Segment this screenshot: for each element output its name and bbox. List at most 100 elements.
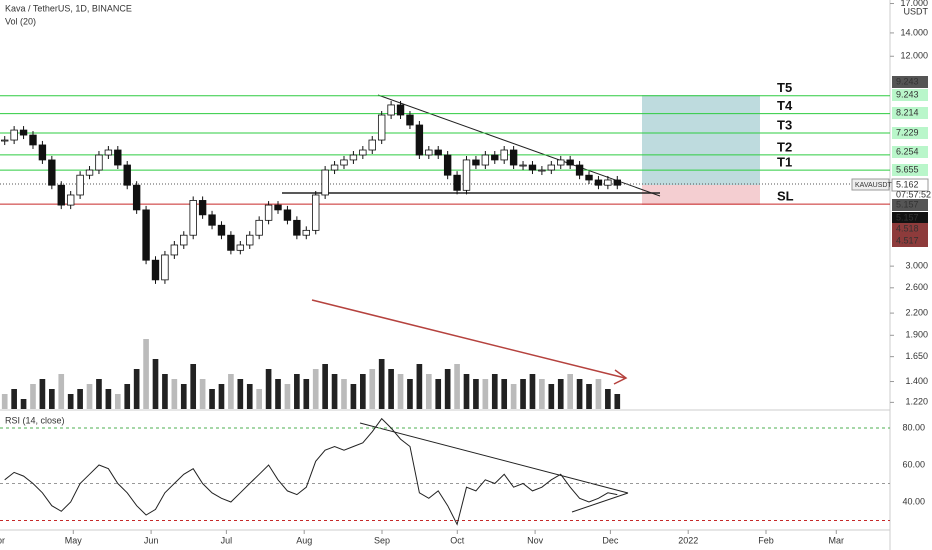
volume-bar [20, 399, 27, 409]
candle [443, 154, 452, 176]
candle [10, 129, 18, 141]
candle [227, 234, 235, 251]
volume-bar [510, 384, 517, 409]
volume-bar [416, 364, 423, 409]
price-tag-bg [892, 223, 928, 235]
price-tag: 6.254 [896, 146, 919, 156]
volume-bar [435, 379, 442, 409]
volume-bar [520, 379, 526, 409]
volume-bar [105, 389, 112, 409]
x-tick-label: Oct [450, 535, 465, 545]
candle [161, 254, 169, 281]
candle [453, 174, 461, 191]
candle [434, 149, 442, 156]
volume-bar [180, 384, 187, 409]
candle [557, 159, 565, 166]
candle [142, 209, 150, 261]
volume-bar [501, 379, 508, 409]
currency: USDT [904, 6, 929, 16]
candle [283, 209, 292, 221]
candle [481, 154, 490, 166]
candle [613, 179, 621, 186]
volume-bar [209, 389, 215, 409]
candle [180, 234, 188, 246]
volume-bar [133, 369, 140, 409]
candle [236, 244, 245, 251]
candle [302, 229, 310, 236]
target-label: T1 [777, 155, 792, 170]
volume-bar [1, 394, 8, 409]
volume-bar [529, 374, 536, 409]
volume-bar [275, 379, 281, 409]
y-tick-label: 1.650 [905, 351, 928, 361]
candle [29, 134, 37, 146]
trend-arrow [311, 299, 626, 379]
candle [104, 149, 113, 156]
candle [547, 164, 556, 171]
candle [321, 169, 329, 196]
price-tag: 5.157 [896, 199, 919, 209]
volume-bar [463, 374, 470, 409]
volume-bar [199, 379, 206, 409]
volume-bar [228, 374, 234, 409]
symbol-tag: KAVAUSDT [855, 182, 892, 189]
volume-bar [11, 389, 17, 409]
volume-bar [378, 359, 385, 409]
candle [208, 214, 216, 226]
profit-zone [642, 95, 760, 185]
candle [1, 139, 9, 142]
x-tick-label: Nov [527, 535, 544, 545]
y-tick-label: 1.220 [905, 397, 928, 407]
volume-bar [341, 379, 347, 409]
x-tick-label: Mar [829, 535, 845, 545]
price-tag-bg [892, 127, 928, 139]
volume-bar [162, 374, 168, 409]
y-tick-label: 14.000 [900, 27, 928, 37]
volume-bar [49, 389, 55, 409]
candle [274, 204, 282, 211]
volume-bar [444, 369, 451, 409]
candle [396, 104, 405, 116]
candle [246, 234, 254, 246]
x-tick-label: Dec [602, 535, 619, 545]
candle [132, 184, 141, 211]
candle [406, 114, 414, 126]
volume-bar [482, 379, 489, 409]
target-label: T2 [777, 139, 792, 154]
rsi-tick-label: 80.00 [902, 422, 925, 432]
candle [528, 164, 537, 171]
symbol-tag-bg [851, 178, 890, 191]
rsi-support [571, 492, 629, 513]
candle [114, 149, 122, 166]
volume-bar [39, 379, 46, 409]
price-tag-bg [892, 146, 928, 158]
volume-bar [557, 379, 564, 409]
volume-bar [171, 379, 178, 409]
volume-bar [576, 379, 583, 409]
volume-bar [539, 379, 545, 409]
candle [170, 244, 179, 256]
volume-bar [30, 384, 36, 409]
loss-zone [642, 185, 760, 205]
y-tick-label: 2.200 [905, 307, 928, 317]
volume-bar [96, 379, 102, 409]
x-tick-label: Jun [144, 535, 159, 545]
volume-bar [58, 374, 65, 409]
price-tag: 5.655 [896, 164, 919, 174]
candle [349, 154, 358, 161]
price-tag: 4.517 [896, 235, 919, 245]
target-label: SL [777, 189, 794, 204]
volume-bar [397, 374, 404, 409]
candle [95, 154, 103, 171]
candle [491, 154, 499, 161]
x-tick-label: May [65, 535, 83, 545]
volume-bar [473, 379, 479, 409]
volume-bar [454, 364, 460, 409]
candle [38, 144, 47, 161]
target-label: T5 [777, 80, 792, 95]
y-tick-label: 12.000 [900, 51, 928, 61]
candle [585, 174, 593, 181]
volume-bar [567, 374, 573, 409]
x-tick-label: 2022 [678, 535, 698, 545]
volume-bar [407, 379, 413, 409]
